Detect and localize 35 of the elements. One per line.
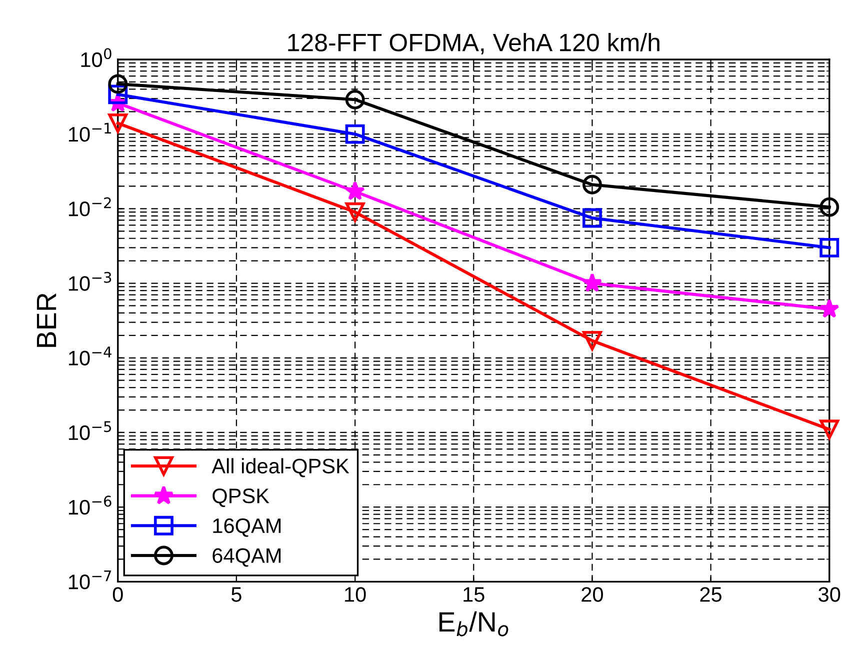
point [108,74,128,94]
point [820,238,840,258]
y-tick-label: 10$^{−2}$ [68,197,111,216]
x-tick-label: 5 [232,587,242,602]
x-tick-label: 0 [112,587,123,602]
legend-label: 16QAM [213,518,281,537]
x-tick-label: 10 [345,587,366,602]
point [582,272,602,292]
legend-label: 64QAM [212,548,281,567]
y-tick-label: 10$^{−5}$ [68,421,111,440]
legend-label: All ideal-QPSK [212,458,350,478]
legend-label: QPSK [212,488,270,508]
y-tick-label: 10$^{−4}$ [68,346,112,366]
point [345,181,366,200]
y-axis-title: BER [36,293,56,347]
point [820,197,840,217]
y-tick-label: 10$^{−7}$ [68,570,112,590]
x-axis-title: E$_{b}$/N$_{o}$ [440,611,508,636]
y-tick-label: 10$^{−6}$ [68,496,112,515]
x-tick-label: 15 [464,587,484,602]
point [345,90,365,110]
y-tick-label: 10$^{−1}$ [68,122,111,142]
point [582,174,602,194]
point [819,298,840,318]
x-tick-label: 25 [700,587,722,602]
chart-title: 128-FFT OFDMA, VehA 120 km/h [288,33,660,54]
y-tick-label: 10$^{−3}$ [68,272,112,291]
point [345,202,365,222]
y-tick-label: 10$^{0}$ [81,48,112,68]
x-tick-label: 30 [818,587,840,602]
point [582,330,602,350]
point [582,208,602,228]
point [345,124,365,144]
x-tick-label: 20 [582,587,603,602]
point [820,420,840,440]
